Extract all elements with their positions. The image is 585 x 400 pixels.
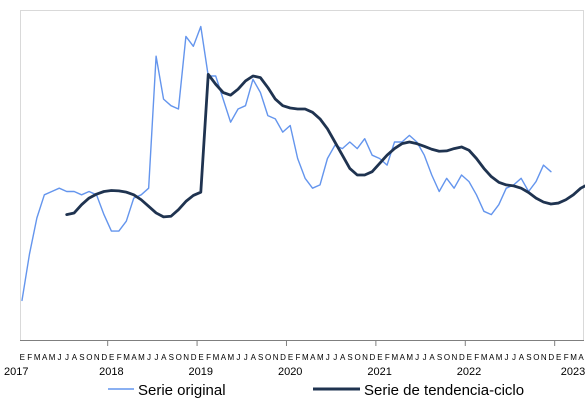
month-tick-label: E — [288, 353, 293, 362]
month-tick-label: J — [154, 353, 158, 362]
month-tick-label: N — [541, 353, 547, 362]
month-tick-label: O — [176, 353, 182, 362]
month-tick-label: F — [385, 353, 390, 362]
month-tick-label: A — [489, 353, 495, 362]
legend: Serie original Serie de tendencia-ciclo — [108, 382, 524, 399]
month-tick-label: F — [206, 353, 211, 362]
month-tick-label: S — [437, 353, 442, 362]
month-tick-label: E — [198, 353, 203, 362]
month-tick-label: E — [556, 353, 561, 362]
month-tick-label: M — [123, 353, 130, 362]
month-tick-label: J — [512, 353, 516, 362]
legend-label: Serie de tendencia-ciclo — [364, 382, 524, 399]
year-tick-label: 2021 — [367, 366, 391, 378]
month-tick-label: F — [117, 353, 122, 362]
month-tick-label: M — [302, 353, 309, 362]
year-tick-label: 2018 — [99, 366, 123, 378]
month-tick-label: A — [578, 353, 584, 362]
month-tick-label: M — [213, 353, 220, 362]
year-tick-label: 2022 — [457, 366, 481, 378]
month-tick-label: J — [58, 353, 62, 362]
month-tick-label: M — [34, 353, 41, 362]
month-tick-label: A — [519, 353, 525, 362]
month-tick-label: E — [20, 353, 25, 362]
series-lines — [21, 25, 585, 302]
month-tick-label: E — [109, 353, 114, 362]
month-tick-label: A — [251, 353, 257, 362]
month-tick-label: S — [526, 353, 531, 362]
month-tick-label: A — [400, 353, 406, 362]
month-tick-label: D — [370, 353, 376, 362]
month-tick-label: S — [258, 353, 263, 362]
series-line-serie-tendencia-ciclo — [65, 72, 585, 219]
month-tick-label: M — [496, 353, 503, 362]
month-tick-label: M — [481, 353, 488, 362]
month-tick-label: E — [377, 353, 382, 362]
month-tick-label: J — [423, 353, 427, 362]
month-tick-label: S — [169, 353, 174, 362]
month-tick-label: A — [72, 353, 78, 362]
month-tick-label: E — [467, 353, 472, 362]
month-tick-label: M — [406, 353, 413, 362]
month-tick-label: M — [391, 353, 398, 362]
year-tick-labels: 2017 2018 2019 2020 2021 2022 2023 — [4, 366, 585, 378]
month-tick-label: D — [101, 353, 107, 362]
month-tick-label: N — [94, 353, 100, 362]
month-tick-label: J — [326, 353, 330, 362]
x-axis-ticks — [107, 340, 556, 346]
month-tick-label: A — [42, 353, 48, 362]
series-line-serie-original — [21, 25, 552, 302]
month-tick-label: A — [429, 353, 435, 362]
month-tick-label: M — [570, 353, 577, 362]
month-tick-label: F — [27, 353, 32, 362]
month-tick-label: S — [347, 353, 352, 362]
month-tick-label: O — [533, 353, 539, 362]
month-tick-label: A — [131, 353, 137, 362]
month-tick-label: J — [505, 353, 509, 362]
month-tick-label: N — [452, 353, 458, 362]
month-tick-label: D — [459, 353, 465, 362]
month-tick-label: F — [296, 353, 301, 362]
month-tick-label: J — [147, 353, 151, 362]
month-tick-label: J — [244, 353, 248, 362]
year-tick-label: 2023 — [561, 366, 585, 378]
month-tick-label: A — [221, 353, 227, 362]
month-tick-label: J — [236, 353, 240, 362]
month-tick-label: N — [273, 353, 279, 362]
month-tick-label: O — [265, 353, 271, 362]
year-tick-label: 2020 — [278, 366, 302, 378]
month-tick-label: J — [65, 353, 69, 362]
month-tick-label: A — [161, 353, 167, 362]
year-tick-label: 2017 — [4, 366, 28, 378]
month-tick-label: O — [444, 353, 450, 362]
legend-label: Serie original — [138, 382, 226, 399]
month-tick-label: O — [354, 353, 360, 362]
year-tick-label: 2019 — [189, 366, 213, 378]
month-tick-label: D — [548, 353, 554, 362]
month-tick-label: N — [362, 353, 368, 362]
month-tick-label: A — [340, 353, 346, 362]
month-tick-label: M — [228, 353, 235, 362]
month-tick-label: S — [79, 353, 84, 362]
plot-area-frame — [20, 10, 584, 341]
month-tick-label: F — [474, 353, 479, 362]
month-tick-label: D — [280, 353, 286, 362]
month-tick-label: O — [86, 353, 92, 362]
month-tick-label: N — [183, 353, 189, 362]
month-tick-label: M — [138, 353, 145, 362]
month-tick-label: J — [415, 353, 419, 362]
month-tick-label: M — [317, 353, 324, 362]
month-tick-label: J — [333, 353, 337, 362]
month-tick-label: A — [310, 353, 316, 362]
month-tick-label: F — [564, 353, 569, 362]
month-tick-label: M — [49, 353, 56, 362]
month-tick-label: D — [191, 353, 197, 362]
